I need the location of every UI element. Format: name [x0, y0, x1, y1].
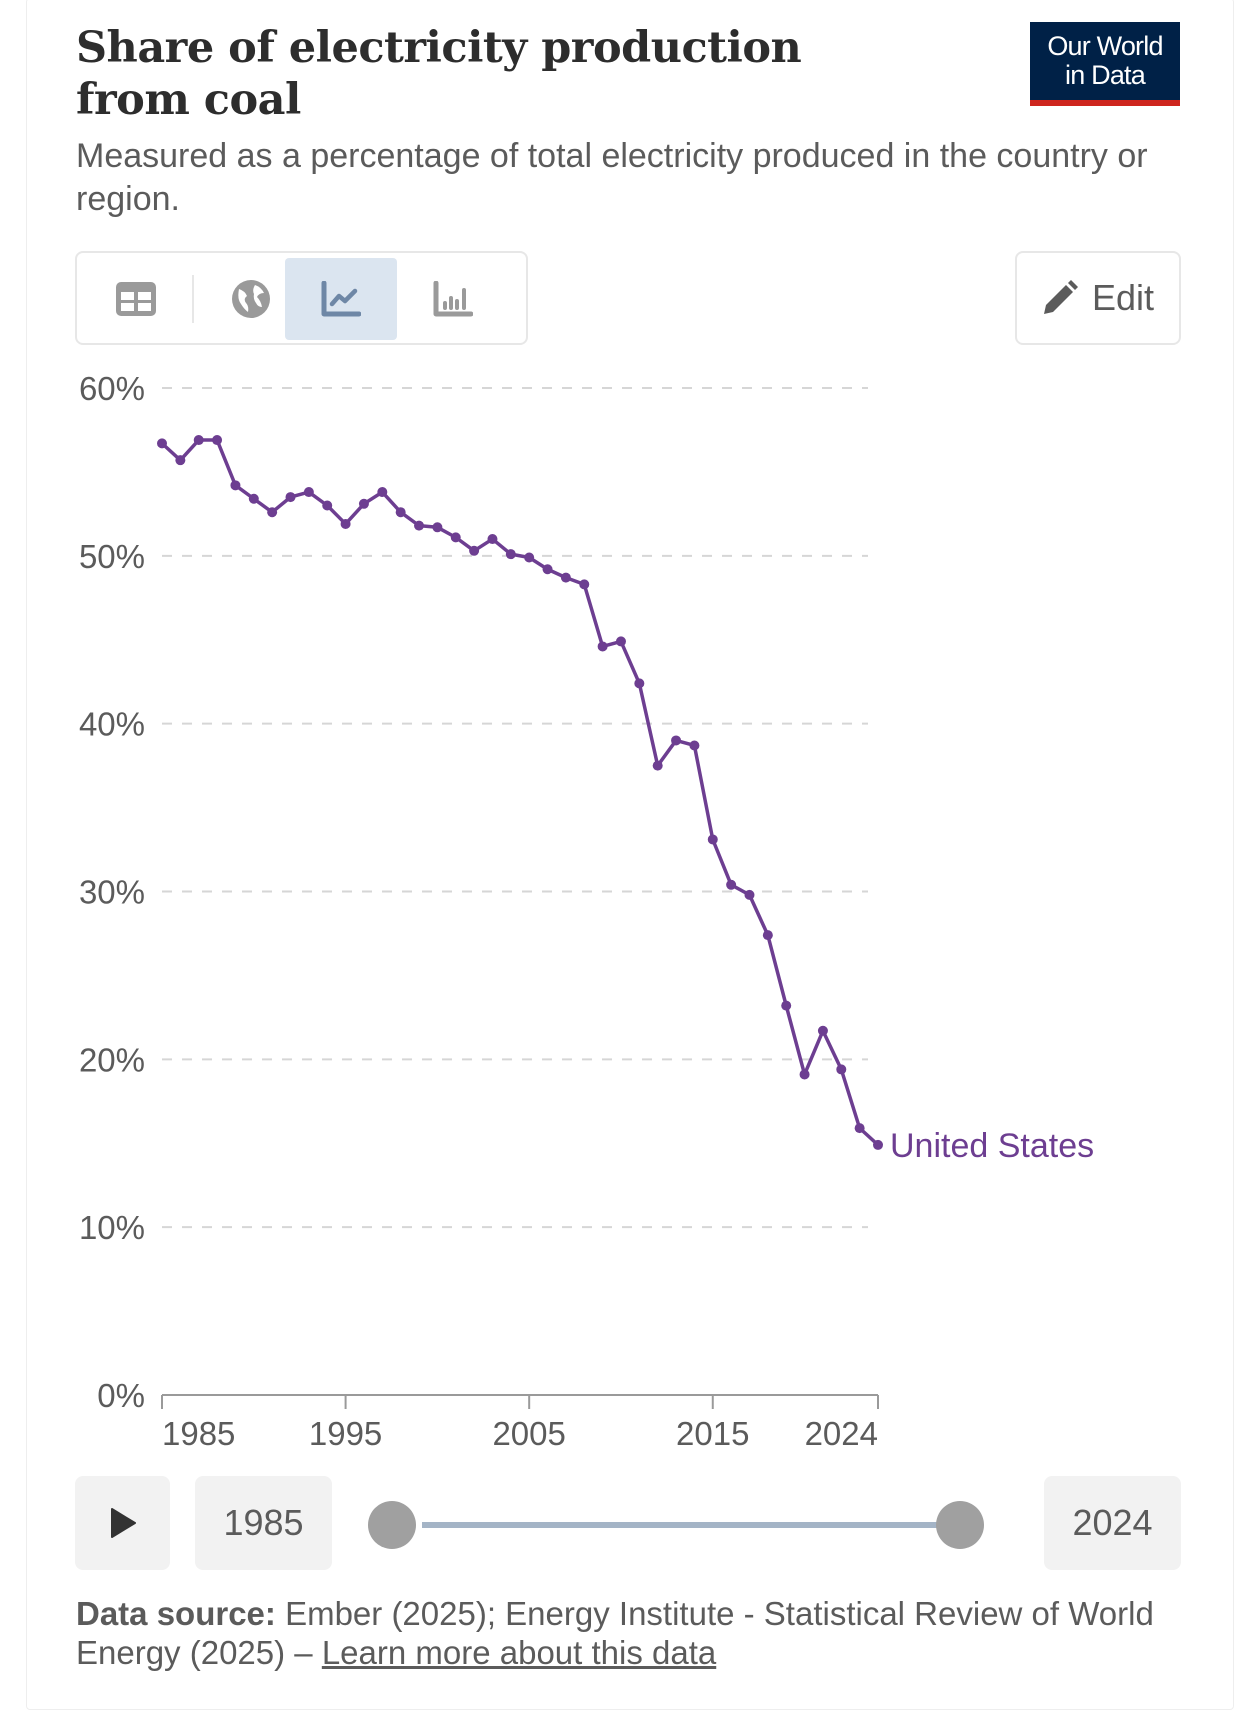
series-label: United States [890, 1127, 1094, 1165]
timeline-track [422, 1522, 978, 1528]
data-point [469, 545, 480, 556]
x-tick-label: 2005 [492, 1415, 565, 1452]
data-point [817, 1025, 828, 1036]
data-point [671, 735, 682, 746]
play-icon [110, 1508, 136, 1538]
table-icon [116, 282, 156, 316]
data-point [505, 549, 516, 560]
timeline-start-handle[interactable] [368, 1501, 416, 1549]
x-tick-label: 1995 [309, 1415, 382, 1452]
y-tick-label: 10% [79, 1209, 145, 1246]
data-point [157, 438, 167, 449]
line-chart: 0% 10% 20% 30% 40% 50% 60% 1985 1995 2005 2015 2024… [79, 370, 1094, 1452]
data-point [212, 435, 223, 446]
data-point [230, 480, 241, 491]
edit-button[interactable]: Edit [1015, 251, 1181, 345]
source-text: Ember (2025); Energy Institute - Statist… [76, 1595, 1154, 1671]
y-tick-label: 40% [79, 706, 145, 743]
data-point [689, 740, 700, 751]
x-tick-label: 2024 [805, 1415, 878, 1452]
data-point [487, 534, 498, 545]
tab-line-chart[interactable] [285, 258, 397, 340]
data-point [799, 1069, 810, 1080]
data-point [781, 1000, 792, 1011]
data-point [560, 572, 571, 583]
timeline-slider[interactable] [368, 1501, 1008, 1549]
tab-map[interactable] [195, 258, 307, 340]
data-point [615, 636, 626, 647]
data-point [579, 579, 590, 590]
data-point [285, 492, 296, 503]
data-point [248, 493, 259, 504]
y-tick-label: 0% [97, 1377, 145, 1414]
chart-subtitle: Measured as a percentage of total electr… [76, 137, 1148, 218]
source-label: Data source: [76, 1595, 276, 1632]
y-tick-label: 60% [79, 370, 145, 407]
x-tick-label: 1985 [162, 1415, 235, 1452]
data-point [322, 500, 333, 511]
end-year-label: 2024 [1072, 1502, 1153, 1543]
data-point [762, 930, 773, 941]
data-point [193, 435, 204, 446]
data-source: Data source: Ember (2025); Energy Instit… [76, 1594, 1186, 1672]
line-chart-icon [321, 281, 361, 317]
view-tabs [75, 251, 528, 345]
chart-title: Share of electricity production from coa… [76, 23, 802, 125]
data-point [358, 498, 369, 509]
data-point [836, 1064, 847, 1075]
tab-table[interactable] [80, 258, 192, 340]
data-point [707, 834, 718, 845]
end-year-button[interactable]: 2024 [1044, 1476, 1181, 1570]
learn-more-link[interactable]: Learn more about this data [321, 1634, 717, 1671]
logo-line-1: Our World [1047, 31, 1163, 61]
edit-label: Edit [1091, 277, 1155, 318]
tab-divider [192, 275, 194, 323]
y-tick-label: 20% [79, 1041, 145, 1078]
data-point [340, 518, 351, 529]
data-point [395, 507, 406, 518]
start-year-button[interactable]: 1985 [195, 1476, 332, 1570]
data-point [873, 1139, 883, 1150]
data-point [303, 487, 314, 498]
data-point [854, 1123, 865, 1134]
data-point [267, 507, 278, 518]
globe-icon [232, 280, 270, 318]
start-year-label: 1985 [223, 1502, 304, 1543]
owid-logo[interactable]: Our World in Data [1030, 22, 1180, 106]
data-point [542, 564, 553, 575]
data-point [414, 520, 425, 531]
pencil-icon [1043, 280, 1078, 314]
tab-bar-chart[interactable] [397, 258, 509, 340]
logo-line-2: in Data [1065, 60, 1146, 90]
x-tick-label: 2015 [676, 1415, 749, 1452]
data-point [634, 678, 645, 689]
y-tick-label: 50% [79, 538, 145, 575]
data-point [377, 487, 388, 498]
data-point [432, 522, 443, 533]
play-button[interactable] [75, 1476, 170, 1570]
timeline-end-handle[interactable] [936, 1501, 984, 1549]
data-point [175, 455, 186, 466]
data-point [597, 641, 608, 652]
bar-chart-icon [433, 281, 473, 317]
data-point [744, 889, 755, 900]
data-point [652, 760, 663, 771]
y-tick-label: 30% [79, 874, 145, 911]
data-point [726, 879, 737, 890]
data-point [524, 552, 535, 563]
data-point [450, 532, 461, 543]
series-line [160, 438, 880, 1147]
